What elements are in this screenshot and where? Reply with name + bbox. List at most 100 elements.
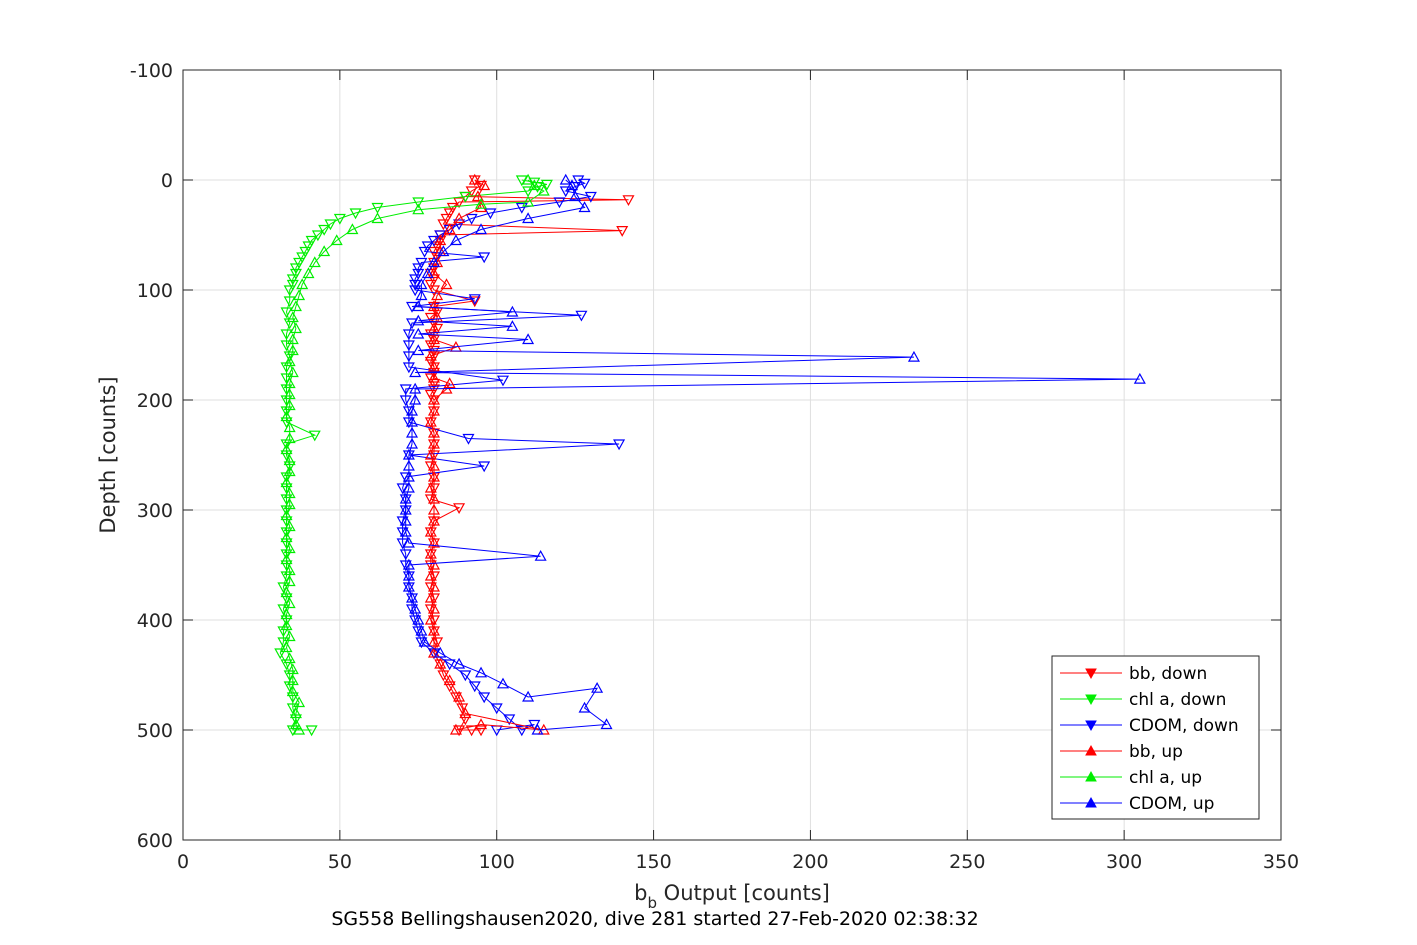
data-point (402, 558, 415, 570)
data-point (475, 725, 488, 737)
data-point (283, 630, 296, 642)
legend-label: bb, up (1129, 742, 1183, 762)
ticks: 0 50 100 150 200 250 300 350 -100 0 100 200 300 400 50… (130, 60, 1299, 873)
data-point (421, 267, 434, 279)
data-point (412, 314, 425, 326)
data-point (421, 241, 434, 253)
data-point (409, 615, 422, 627)
data-point (424, 481, 437, 493)
data-point (437, 670, 450, 682)
series-5 (399, 173, 1146, 735)
data-point (427, 571, 440, 583)
y-tick-label: -100 (130, 60, 173, 82)
data-point (427, 371, 440, 383)
data-point (399, 395, 412, 407)
data-point (405, 404, 419, 416)
data-point (578, 701, 591, 713)
data-point (280, 307, 293, 319)
data-point (402, 417, 415, 429)
data-point (405, 426, 419, 438)
data-point (283, 597, 296, 609)
data-point (280, 476, 293, 488)
legend-label: CDOM, up (1129, 794, 1214, 814)
data-point (308, 256, 321, 268)
data-point (274, 648, 287, 660)
data-point (522, 173, 535, 185)
data-point (613, 439, 626, 451)
data-point (409, 279, 422, 291)
data-point (424, 569, 437, 581)
data-point (402, 569, 415, 581)
legend-marker (1085, 744, 1097, 756)
data-point (531, 182, 544, 193)
data-point (478, 692, 491, 704)
y-tick-label: 600 (137, 830, 173, 852)
data-point (280, 329, 293, 341)
data-point (283, 454, 296, 466)
data-point (289, 263, 302, 275)
data-point (478, 179, 491, 191)
data-point (515, 725, 528, 737)
data-point (412, 203, 425, 215)
data-point (453, 690, 466, 702)
data-point (465, 725, 478, 737)
data-point (506, 305, 519, 317)
data-point (475, 223, 488, 235)
legend-marker (1085, 720, 1097, 732)
data-point (453, 197, 466, 209)
data-point (399, 549, 412, 561)
data-point (506, 320, 519, 331)
data-point (409, 366, 422, 378)
data-point (305, 725, 318, 737)
data-point (409, 285, 422, 297)
data-point (289, 322, 302, 334)
data-point (468, 296, 481, 308)
data-point (427, 635, 440, 647)
x-axis-label: bb Output [counts] (634, 881, 830, 912)
data-point (283, 285, 296, 297)
data-point (333, 213, 346, 225)
data-point (453, 212, 466, 224)
data-point (427, 624, 440, 636)
data-point (427, 558, 440, 570)
data-point (412, 197, 425, 209)
data-point (443, 674, 456, 686)
data-point (402, 351, 415, 363)
x-tick-label: 250 (949, 851, 985, 873)
data-point (443, 208, 456, 220)
data-point (475, 718, 488, 730)
y-tick-label: 0 (161, 170, 173, 192)
data-point (415, 624, 428, 636)
data-point (396, 538, 409, 550)
data-point (434, 657, 447, 669)
data-point (424, 547, 437, 559)
data-point (402, 470, 415, 482)
data-point (600, 718, 613, 730)
data-point (427, 360, 440, 372)
data-point (296, 278, 309, 290)
data-point (330, 234, 343, 246)
data-point (462, 433, 475, 445)
y-axis-label: Depth [counts] (96, 376, 120, 533)
data-point (484, 208, 497, 220)
data-point (575, 310, 588, 322)
data-point (412, 327, 425, 339)
x-tick-label: 150 (635, 851, 671, 873)
y-tick-label: 200 (137, 390, 173, 412)
data-point (622, 195, 635, 207)
data-point (459, 707, 472, 719)
data-point (424, 373, 437, 385)
data-point (283, 377, 296, 389)
data-point (293, 257, 306, 269)
data-point (475, 666, 488, 678)
data-point (434, 234, 447, 246)
data-point (409, 274, 422, 286)
legend-marker (1085, 668, 1097, 680)
legend: bb, down chl a, down CDOM, down bb, up chl a… (1051, 655, 1260, 820)
data-point (293, 696, 306, 708)
data-point (289, 300, 302, 312)
data-point (427, 437, 440, 449)
data-point (402, 448, 415, 460)
data-point (415, 637, 428, 649)
